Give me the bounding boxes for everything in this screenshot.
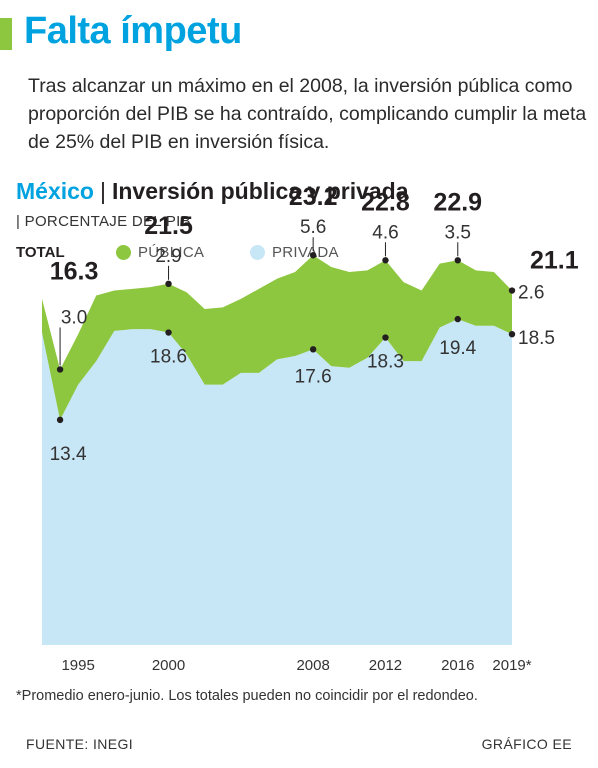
headline-accent-bar: [0, 18, 12, 50]
chart-legend: TOTAL PÚBLICA PRIVADA: [16, 244, 576, 266]
public-label-1994: 3.0: [61, 307, 87, 328]
chart-country: México: [16, 178, 94, 204]
legend-label-private: PRIVADA: [272, 244, 339, 261]
legend-item-private: PRIVADA: [250, 244, 339, 261]
public-label-2019: 2.6: [518, 283, 544, 304]
legend-swatch-private: [250, 245, 265, 260]
total-point-2000: [165, 280, 172, 287]
x-tick-label-2008: 2008: [296, 657, 329, 674]
total-point-2012: [382, 257, 389, 264]
public-label-2016: 3.5: [445, 222, 471, 243]
private-label-2016: 19.4: [439, 338, 476, 359]
x-tick-label-2012: 2012: [369, 657, 402, 674]
total-label-2000: 21.5: [144, 212, 193, 240]
chart-heading: México | Inversión pública y privada: [16, 178, 409, 205]
private-point-2019: [508, 331, 516, 338]
private-point-2000: [165, 329, 172, 336]
legend-total-label: TOTAL: [16, 244, 65, 261]
private-label-2019: 18.5: [518, 328, 555, 349]
total-label-2012: 22.8: [361, 188, 410, 216]
x-tick-label-1995: 1995: [61, 657, 94, 674]
total-label-1994: 16.3: [50, 257, 99, 285]
total-point-2019: [508, 287, 516, 294]
x-tick-label-2000: 2000: [152, 657, 185, 674]
private-label-1994: 13.4: [50, 444, 87, 465]
private-point-2016: [454, 315, 461, 323]
total-label-2019: 21.1: [530, 247, 579, 275]
legend-item-public: PÚBLICA: [116, 244, 204, 261]
public-label-2008: 5.6: [300, 217, 326, 238]
x-axis-ticks: 1995 2000 2008 2012 2016 2019*: [61, 657, 531, 674]
area-public: [42, 255, 512, 420]
total-label-2016: 22.9: [433, 188, 482, 216]
headline: Falta ímpetu: [24, 10, 242, 52]
chart-title: Inversión pública y privada: [111, 178, 409, 204]
footnote: *Promedio enero-junio. Los totales puede…: [16, 688, 478, 704]
total-point-1994: [56, 366, 64, 373]
intro-text: Tras alcanzar un máximo en el 2008, la i…: [28, 75, 587, 153]
private-label-2000: 18.6: [150, 347, 187, 368]
legend-swatch-public: [116, 245, 131, 260]
total-label-2008: 23.2: [289, 183, 338, 211]
x-tick-label-2019: 2019*: [492, 657, 531, 674]
legend-label-public: PÚBLICA: [138, 244, 205, 261]
area-private: [42, 319, 512, 645]
x-tick-label-2016: 2016: [441, 657, 474, 674]
chart-subtitle: | PORCENTAJE DEL PIB: [16, 213, 191, 230]
total-point-2016: [454, 257, 461, 264]
private-point-2012: [382, 334, 389, 341]
private-point-2008: [309, 346, 317, 353]
chart-heading-separator: |: [99, 178, 106, 204]
annotation-marks: 16.3 3.0 13.4 21.5 2.9 18.6 23.2 5.6 17.6 22.8 4.6…: [50, 183, 579, 465]
private-label-2008: 17.6: [295, 366, 332, 387]
total-point-2008: [309, 252, 317, 259]
source-label: FUENTE: INEGI: [26, 736, 134, 752]
public-label-2000: 2.9: [155, 246, 181, 267]
private-label-2012: 18.3: [367, 352, 404, 373]
credit-label: GRÁFICO EE: [481, 736, 572, 752]
public-label-2012: 4.6: [372, 222, 398, 243]
private-point-1994: [56, 416, 64, 424]
